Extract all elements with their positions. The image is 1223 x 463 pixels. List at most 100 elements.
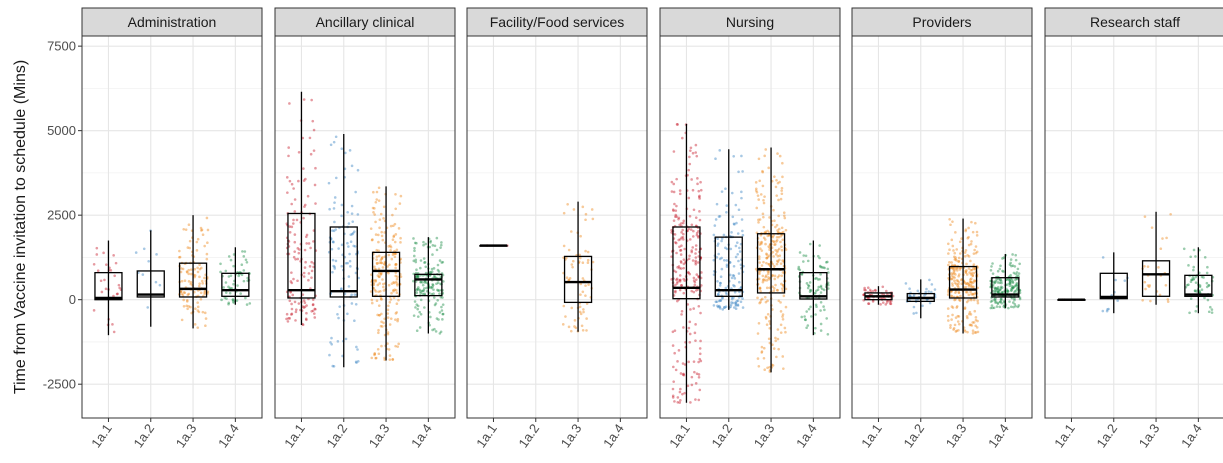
data-point [196,326,200,329]
data-point [695,154,699,158]
data-point [391,213,394,217]
data-point [953,279,956,283]
data-point [429,271,433,274]
data-point [965,290,969,294]
data-point [970,272,974,275]
data-point [1015,271,1019,274]
data-point [1123,279,1127,282]
data-point [965,269,968,272]
data-point [672,365,675,369]
data-point [1006,290,1010,293]
data-point [676,299,679,303]
data-point [694,248,698,251]
panel-border [659,35,841,419]
data-point [734,301,737,305]
data-point [764,300,768,304]
data-point [350,204,354,208]
data-point [719,299,723,302]
data-point [690,178,693,181]
data-point [809,305,812,309]
y-tick-label: 2500 [47,208,76,223]
data-point [739,263,743,267]
data-point [1000,286,1004,289]
data-point [717,299,721,303]
data-point [819,284,823,288]
data-point [373,207,376,210]
data-point [954,267,958,271]
data-point [1014,253,1017,257]
data-point [802,254,806,257]
data-point [1190,278,1194,282]
data-point [765,286,769,290]
data-point [963,281,966,284]
data-point [756,296,759,300]
data-point [807,307,811,311]
data-point [200,229,203,232]
data-point [973,331,977,334]
data-point [693,370,696,374]
data-point [199,291,203,295]
data-point [956,284,959,288]
data-point [350,164,354,168]
data-point [581,328,585,332]
data-point [377,186,381,190]
data-point [725,263,729,267]
data-point [433,275,437,279]
data-point [392,281,395,284]
data-point [718,215,722,218]
data-point [187,268,191,272]
data-point [294,319,297,322]
data-point [696,177,699,180]
data-point [377,275,381,279]
data-point [741,229,744,233]
data-point [187,292,191,296]
data-point [347,275,351,278]
data-point [201,310,205,314]
data-point [435,317,439,320]
data-point [389,317,393,320]
data-point [1205,281,1209,285]
data-point [761,274,765,278]
data-point [430,267,434,271]
data-point [432,275,436,279]
data-point [990,304,994,307]
data-point [1187,283,1190,287]
data-point [1148,284,1151,287]
data-point [433,327,436,331]
data-point [333,265,336,269]
data-point [955,282,958,286]
data-point [969,268,973,272]
data-point [379,272,383,276]
data-point [996,269,1000,273]
data-point [355,361,358,364]
data-point [955,306,958,309]
data-point [1011,286,1014,290]
data-point [303,301,307,305]
data-point [347,222,351,225]
data-point [673,351,676,355]
data-point [776,328,780,331]
data-point [757,198,761,201]
data-point [312,128,316,132]
data-point [681,221,685,225]
data-point [379,297,383,301]
data-point [966,281,969,285]
data-point [774,243,777,246]
data-point [346,210,349,214]
data-point [117,283,121,287]
data-point [764,315,768,319]
data-point [1191,275,1195,279]
data-point [102,251,105,255]
data-point [189,282,193,286]
data-point [819,309,822,312]
data-point [741,233,745,237]
data-point [391,253,395,257]
data-point [1009,305,1013,309]
data-point [995,287,998,290]
data-point [301,136,305,140]
data-point [340,147,344,150]
data-point [416,275,420,278]
data-point [288,179,292,183]
data-point [244,296,247,300]
